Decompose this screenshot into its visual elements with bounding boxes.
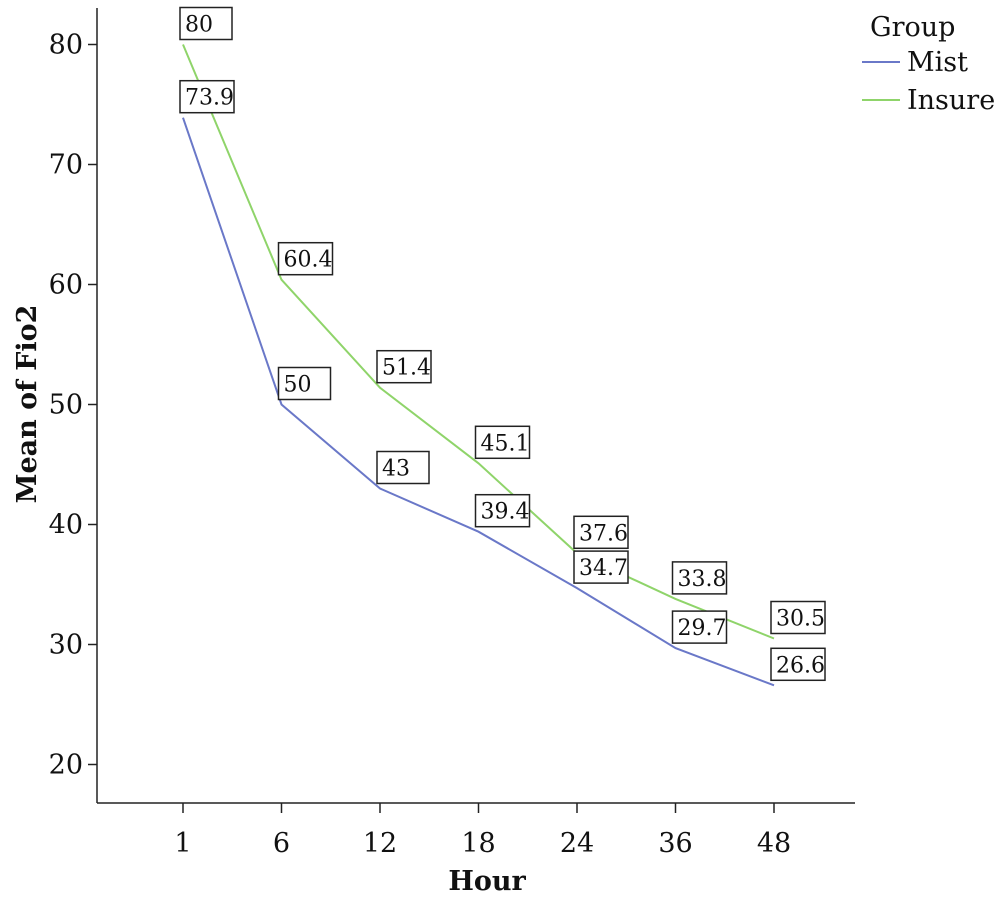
svg-text:30.5: 30.5 (776, 607, 825, 632)
y-tick-label: 80 (49, 30, 83, 61)
y-tick-label: 70 (49, 150, 83, 181)
svg-text:80: 80 (185, 13, 213, 38)
data-label-mist: 73.9 (179, 79, 235, 114)
x-axis-title: Hour (448, 866, 526, 897)
legend-item-insure: Insure (862, 85, 995, 116)
svg-text:34.7: 34.7 (579, 556, 628, 581)
svg-text:37.6: 37.6 (579, 521, 628, 546)
y-tick-label: 50 (49, 390, 83, 421)
svg-text:33.8: 33.8 (678, 567, 727, 592)
svg-text:50: 50 (284, 373, 312, 398)
data-label-mist: 29.7 (671, 610, 728, 644)
data-label-insure: 45.1 (474, 425, 531, 460)
series-line-mist (182, 117, 775, 687)
data-label-mist: 39.4 (474, 493, 531, 528)
x-tick-label: 18 (461, 828, 495, 859)
svg-text:60.4: 60.4 (284, 248, 333, 273)
legend-title: Group (870, 12, 955, 43)
legend-label: Mist (907, 47, 968, 78)
data-label-insure: 30.5 (770, 600, 826, 635)
data-labels: 73.9 50 43 39.4 34.7 29.7 26.6 80 60.4 51.4 45.1 37… (179, 6, 826, 682)
data-label-insure: 37.6 (573, 515, 629, 550)
x-tick-label: 48 (757, 828, 791, 859)
svg-text:26.6: 26.6 (776, 653, 825, 678)
data-label-mist: 43 (376, 450, 430, 485)
series-line-insure (182, 44, 775, 640)
svg-text:45.1: 45.1 (481, 431, 530, 456)
data-label-insure: 33.8 (671, 561, 728, 595)
svg-text:51.4: 51.4 (382, 356, 431, 381)
data-label-insure: 60.4 (277, 241, 334, 276)
data-label-insure: 80 (179, 6, 233, 41)
svg-text:73.9: 73.9 (185, 86, 234, 111)
x-axis-ticks: 1 6 12 18 24 36 48 (174, 803, 791, 859)
data-label-insure: 51.4 (376, 349, 432, 384)
y-tick-label: 60 (49, 270, 83, 301)
y-tick-label: 30 (49, 630, 83, 661)
x-tick-label: 6 (273, 828, 290, 859)
svg-text:29.7: 29.7 (678, 616, 727, 641)
legend: Group Mist Insure (862, 12, 995, 116)
legend-label: Insure (907, 85, 995, 116)
y-axis-ticks: 20 30 40 50 60 70 80 (49, 30, 97, 781)
y-tick-label: 20 (49, 750, 83, 781)
data-label-mist: 26.6 (770, 647, 826, 682)
svg-text:39.4: 39.4 (481, 500, 530, 525)
series-lines (182, 44, 775, 687)
data-label-mist: 50 (277, 366, 332, 401)
y-axis-title: Mean of Fio2 (12, 305, 43, 504)
x-tick-label: 36 (658, 828, 692, 859)
x-tick-label: 1 (174, 828, 191, 859)
legend-item-mist: Mist (862, 47, 968, 78)
svg-text:43: 43 (382, 457, 410, 482)
x-tick-label: 24 (560, 828, 594, 859)
data-label-mist: 34.7 (573, 550, 629, 584)
x-tick-label: 12 (363, 828, 397, 859)
y-tick-label: 40 (49, 510, 83, 541)
